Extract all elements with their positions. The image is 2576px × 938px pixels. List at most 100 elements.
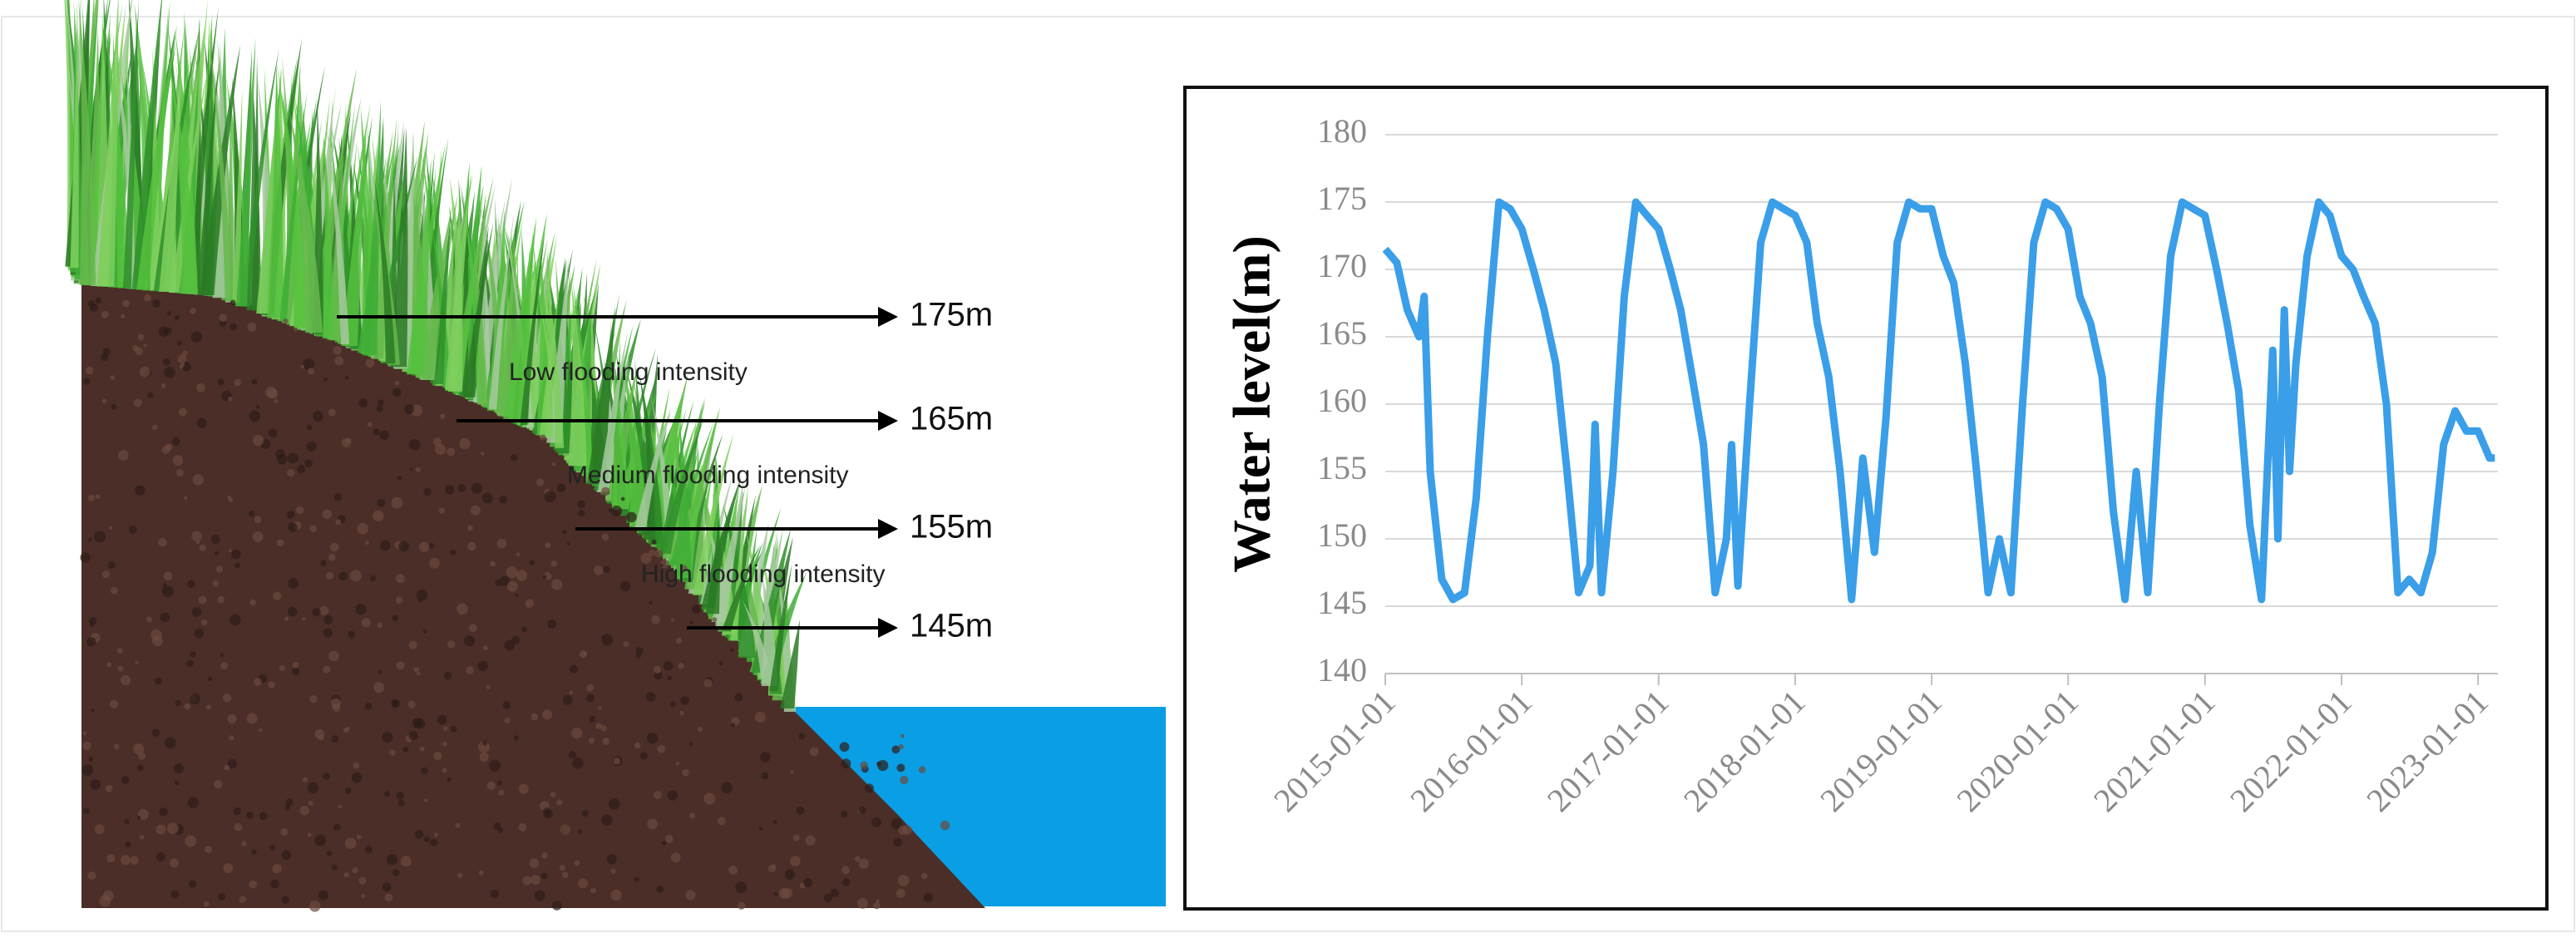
soil-grain <box>301 617 306 621</box>
level-label: 165m <box>910 401 993 437</box>
soil-grain <box>502 701 511 709</box>
soil-grain <box>504 718 511 724</box>
soil-grain <box>543 807 551 816</box>
soil-grain <box>190 651 196 658</box>
soil-grain <box>125 842 131 847</box>
soil-grain <box>291 667 300 676</box>
soil-grain <box>249 880 258 889</box>
soil-grain <box>165 443 173 451</box>
soil-grain <box>89 623 94 627</box>
soil-grain <box>653 791 662 800</box>
soil-grain <box>440 413 446 419</box>
soil-grain <box>190 331 203 343</box>
soil-grain <box>735 881 748 893</box>
soil-grain <box>864 783 874 793</box>
soil-grain <box>87 494 96 501</box>
soil-grain <box>761 772 769 780</box>
soil-grain <box>386 854 398 866</box>
soil-grain <box>697 726 703 733</box>
soil-grain <box>860 761 868 769</box>
soil-grain <box>586 694 595 703</box>
soil-grain <box>545 542 551 549</box>
soil-grain <box>541 852 548 859</box>
soil-grain <box>610 868 616 874</box>
soil-grain <box>373 428 380 436</box>
soil-grain <box>798 733 806 740</box>
soil-grain <box>135 485 146 496</box>
soil-grain <box>646 733 659 744</box>
grass-blade <box>207 32 234 301</box>
soil-grain <box>294 327 299 332</box>
soil-grain <box>589 715 596 723</box>
soil-grain <box>281 896 289 904</box>
soil-grain <box>163 571 173 581</box>
soil-grain <box>876 899 880 903</box>
soil-grain <box>378 669 382 674</box>
soil-grain <box>160 612 170 623</box>
soil-grain <box>602 738 610 745</box>
soil-grain <box>568 751 577 759</box>
water-level-line <box>1382 198 2495 604</box>
y-tick-label: 165 <box>1317 314 1367 352</box>
soil-grain <box>412 718 423 728</box>
soil-grain <box>361 893 366 898</box>
soil-grain <box>758 827 762 831</box>
soil-grain <box>331 735 339 743</box>
soil-grain <box>320 560 327 566</box>
soil-grain <box>158 537 167 547</box>
soil-grain <box>254 678 262 686</box>
soil-grain <box>841 758 851 769</box>
soil-grain <box>288 522 298 532</box>
soil-grain <box>608 508 612 512</box>
grass-blade <box>70 0 79 269</box>
soil-grain <box>190 308 196 315</box>
soil-grain <box>174 763 184 774</box>
soil-grain <box>530 875 541 886</box>
soil-grain <box>767 864 776 873</box>
soil-grain <box>680 696 689 705</box>
soil-grain <box>790 856 801 866</box>
soil-grain <box>377 622 382 629</box>
soil-grain <box>540 872 548 880</box>
soil-grain <box>249 511 255 517</box>
soil-grain <box>162 585 174 598</box>
grass-blade <box>232 87 243 304</box>
grass-blade <box>341 130 367 347</box>
grass-blade <box>597 333 628 492</box>
soil-grain <box>152 299 161 309</box>
soil-grain <box>608 797 620 810</box>
soil-grain <box>398 541 409 552</box>
soil-grain <box>249 410 261 422</box>
soil-grain <box>101 310 109 318</box>
soil-grain <box>407 700 416 708</box>
soil-grain <box>463 635 476 647</box>
grass-blade <box>267 64 284 318</box>
soil-grain <box>137 333 145 341</box>
soil-grain <box>163 327 172 336</box>
soil-grain <box>269 845 275 851</box>
soil-grain <box>365 846 373 854</box>
soil-grain <box>304 459 313 468</box>
soil-grain <box>251 378 258 385</box>
zone-label: High flooding intensity <box>641 560 886 588</box>
soil-grain <box>326 850 333 857</box>
soil-grain <box>513 735 519 741</box>
grass-blade <box>170 67 209 293</box>
soil-grain <box>251 849 257 855</box>
soil-grain <box>335 519 342 526</box>
soil-grain <box>444 671 452 680</box>
soil-grain <box>231 550 241 560</box>
figure-border <box>1 16 2575 932</box>
soil-grain <box>369 575 377 582</box>
soil-grain <box>259 812 268 821</box>
soil-grain <box>595 723 602 729</box>
illustration: 175m 165m 155m 145m Low flooding intensity Me… <box>64 0 1166 912</box>
soil-grain <box>275 449 285 459</box>
soil-grain <box>322 509 333 519</box>
soil-grain <box>918 766 926 773</box>
grass-blade <box>288 106 323 333</box>
soil-grain <box>457 484 466 492</box>
soil-grain <box>734 693 743 702</box>
soil-grain <box>623 641 629 648</box>
soil-grain <box>603 565 610 574</box>
